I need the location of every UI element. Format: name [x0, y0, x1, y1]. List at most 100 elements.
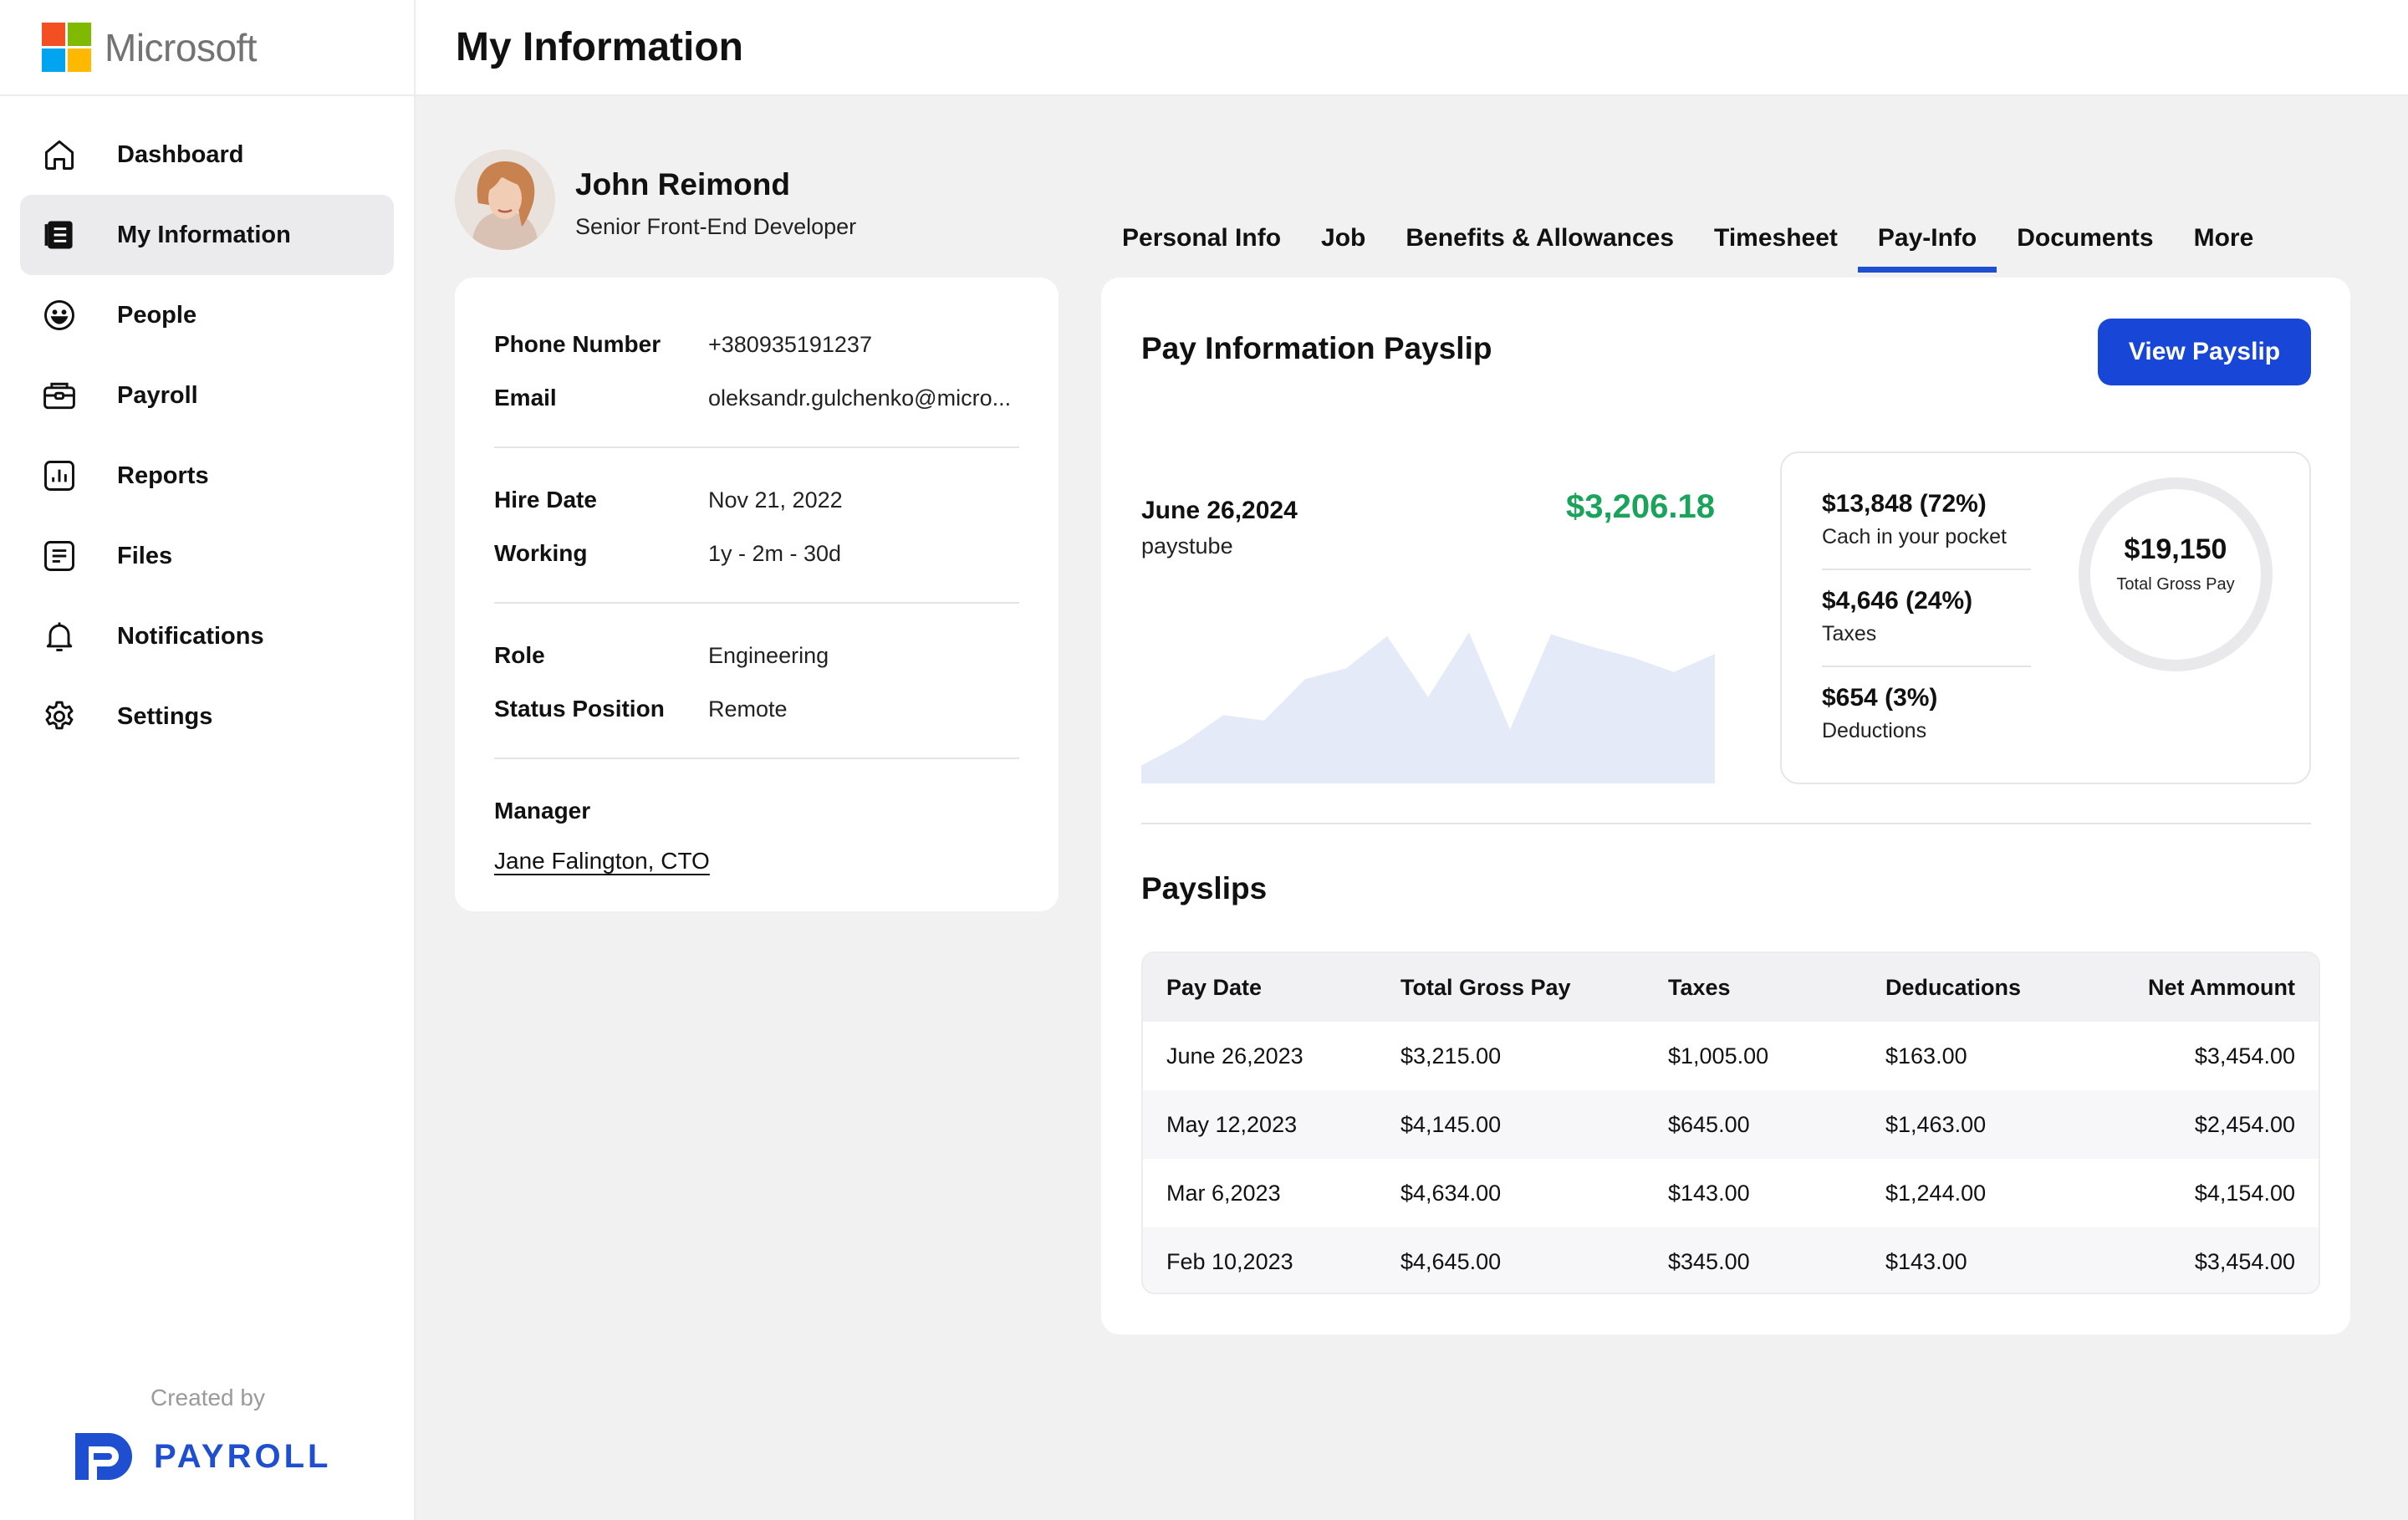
sidebar-item-files[interactable]: Files [20, 516, 394, 596]
topbar: My Information [416, 0, 2408, 96]
table-cell: $143.00 [1885, 1248, 1967, 1274]
sidebar-item-notifications[interactable]: Notifications [20, 596, 394, 676]
table-cell: $2,454.00 [2194, 1111, 2295, 1137]
pay-subtitle: paystube [1141, 533, 1233, 559]
info-label: Manager [494, 798, 591, 824]
info-label: Status Position [494, 696, 665, 722]
manager-link[interactable]: Jane Falington, CTO [494, 848, 710, 874]
payroll-mark-icon [75, 1433, 132, 1480]
sidebar-item-label: Settings [117, 702, 213, 730]
table-cell: Feb 10,2023 [1166, 1248, 1293, 1274]
summary-value: $13,848 (72%) [1822, 490, 1987, 518]
info-row-email: Email oleksandr.gulchenko@micro... [494, 371, 1019, 425]
status-value: Remote [708, 696, 788, 722]
tab-job[interactable]: Job [1321, 224, 1366, 252]
sidebar-item-label: People [117, 301, 197, 329]
sidebar-item-label: Dashboard [117, 140, 244, 168]
info-row-hire-date: Hire Date Nov 21, 2022 [494, 473, 1019, 527]
document-list-icon [40, 216, 79, 254]
avatar [455, 150, 555, 250]
table-row[interactable]: Feb 10,2023 $4,645.00 $345.00 $143.00 $3… [1143, 1227, 2319, 1293]
wallet-icon [40, 376, 79, 415]
tab-documents[interactable]: Documents [2017, 224, 2154, 252]
pay-summary-panel: $13,848 (72%) Cach in your pocket $4,646… [1780, 451, 2311, 784]
sidebar-item-label: Notifications [117, 622, 264, 650]
view-payslip-button[interactable]: View Payslip [2098, 319, 2311, 385]
sidebar-item-label: Payroll [117, 381, 198, 409]
home-icon [40, 135, 79, 174]
table-row[interactable]: Mar 6,2023 $4,634.00 $143.00 $1,244.00 $… [1143, 1159, 2319, 1227]
divider [494, 602, 1019, 604]
sidebar-item-payroll[interactable]: Payroll [20, 355, 394, 436]
table-cell: June 26,2023 [1166, 1043, 1303, 1069]
pay-info-card: Pay Information Payslip View Payslip Jun… [1101, 278, 2350, 1334]
smiley-icon [40, 296, 79, 334]
sidebar-item-my-information[interactable]: My Information [20, 195, 394, 275]
sidebar-item-settings[interactable]: Settings [20, 676, 394, 757]
sidebar-item-label: Files [117, 542, 173, 569]
column-header[interactable]: Total Gross Pay [1400, 974, 1571, 1000]
sidebar-item-people[interactable]: People [20, 275, 394, 355]
microsoft-logo-icon [42, 23, 91, 72]
total-gross-donut [2079, 477, 2273, 671]
table-header-row: Pay Date Total Gross Pay Taxes Deducatio… [1143, 953, 2319, 1022]
role-value: Engineering [708, 642, 829, 668]
column-header[interactable]: Net Ammount [2148, 974, 2295, 1000]
table-cell: $1,005.00 [1668, 1043, 1769, 1069]
table-cell: $4,645.00 [1400, 1248, 1502, 1274]
summary-label: Deductions [1822, 719, 1927, 742]
profile-tabs: Personal Info Job Benefits & Allowances … [1102, 212, 2273, 273]
summary-item-pocket: $13,848 (72%) Cach in your pocket [1822, 490, 2031, 549]
sidebar-item-label: Reports [117, 462, 209, 489]
payroll-logo-text: PAYROLL [154, 1437, 332, 1475]
summary-label: Taxes [1822, 622, 1877, 645]
table-cell: May 12,2023 [1166, 1111, 1298, 1137]
summary-item-taxes: $4,646 (24%) Taxes [1822, 587, 2031, 646]
tab-timesheet[interactable]: Timesheet [1714, 224, 1838, 252]
tab-more[interactable]: More [2193, 224, 2254, 252]
sidebar-item-reports[interactable]: Reports [20, 436, 394, 516]
table-cell: $163.00 [1885, 1043, 1967, 1069]
divider [494, 446, 1019, 448]
info-row-role: Role Engineering [494, 629, 1019, 682]
page-title: My Information [456, 25, 743, 69]
file-text-icon [40, 537, 79, 575]
divider [1822, 569, 2031, 570]
table-cell: $4,634.00 [1400, 1180, 1502, 1206]
tab-personal-info[interactable]: Personal Info [1122, 224, 1282, 252]
bar-chart-icon [40, 457, 79, 495]
summary-value: $4,646 (24%) [1822, 587, 1973, 615]
table-cell: $3,454.00 [2194, 1043, 2295, 1069]
phone-value: +380935191237 [708, 331, 872, 357]
total-gross-value: $19,150 [2124, 533, 2227, 565]
column-header[interactable]: Pay Date [1166, 974, 1263, 1000]
tab-pay-info[interactable]: Pay-Info [1857, 212, 1997, 273]
pay-area-chart [1141, 632, 1715, 783]
info-row-phone: Phone Number +380935191237 [494, 318, 1019, 371]
sidebar-item-dashboard[interactable]: Dashboard [20, 115, 394, 195]
table-cell: $143.00 [1668, 1180, 1750, 1206]
summary-value: $654 (3%) [1822, 684, 1938, 712]
pay-amount-wrap: $3,206.18 [1141, 488, 1715, 526]
table-cell: $4,154.00 [2194, 1180, 2295, 1206]
column-header[interactable]: Taxes [1668, 974, 1731, 1000]
table-cell: $3,454.00 [2194, 1248, 2295, 1274]
info-row-working: Working 1y - 2m - 30d [494, 527, 1019, 580]
summary-label: Cach in your pocket [1822, 525, 2007, 548]
sidebar-item-label: My Information [117, 221, 291, 248]
column-header[interactable]: Deducations [1885, 974, 2022, 1000]
table-cell: $1,463.00 [1885, 1111, 1987, 1137]
hire-date-value: Nov 21, 2022 [708, 487, 843, 513]
payslips-title: Payslips [1141, 871, 1268, 905]
info-label: Hire Date [494, 487, 597, 513]
tab-benefits-allowances[interactable]: Benefits & Allowances [1406, 224, 1675, 252]
brand[interactable]: Microsoft [0, 0, 414, 96]
total-gross-label: Total Gross Pay [2116, 575, 2235, 594]
table-row[interactable]: May 12,2023 $4,145.00 $645.00 $1,463.00 … [1143, 1090, 2319, 1159]
info-label: Working [494, 540, 588, 566]
email-value: oleksandr.gulchenko@micro... [708, 385, 1012, 411]
table-cell: $3,215.00 [1400, 1043, 1502, 1069]
table-row[interactable]: June 26,2023 $3,215.00 $1,005.00 $163.00… [1143, 1022, 2319, 1090]
sidebar: Microsoft Dashboard My Information Peopl… [0, 0, 416, 1520]
sidebar-nav: Dashboard My Information People Payroll … [0, 96, 414, 757]
